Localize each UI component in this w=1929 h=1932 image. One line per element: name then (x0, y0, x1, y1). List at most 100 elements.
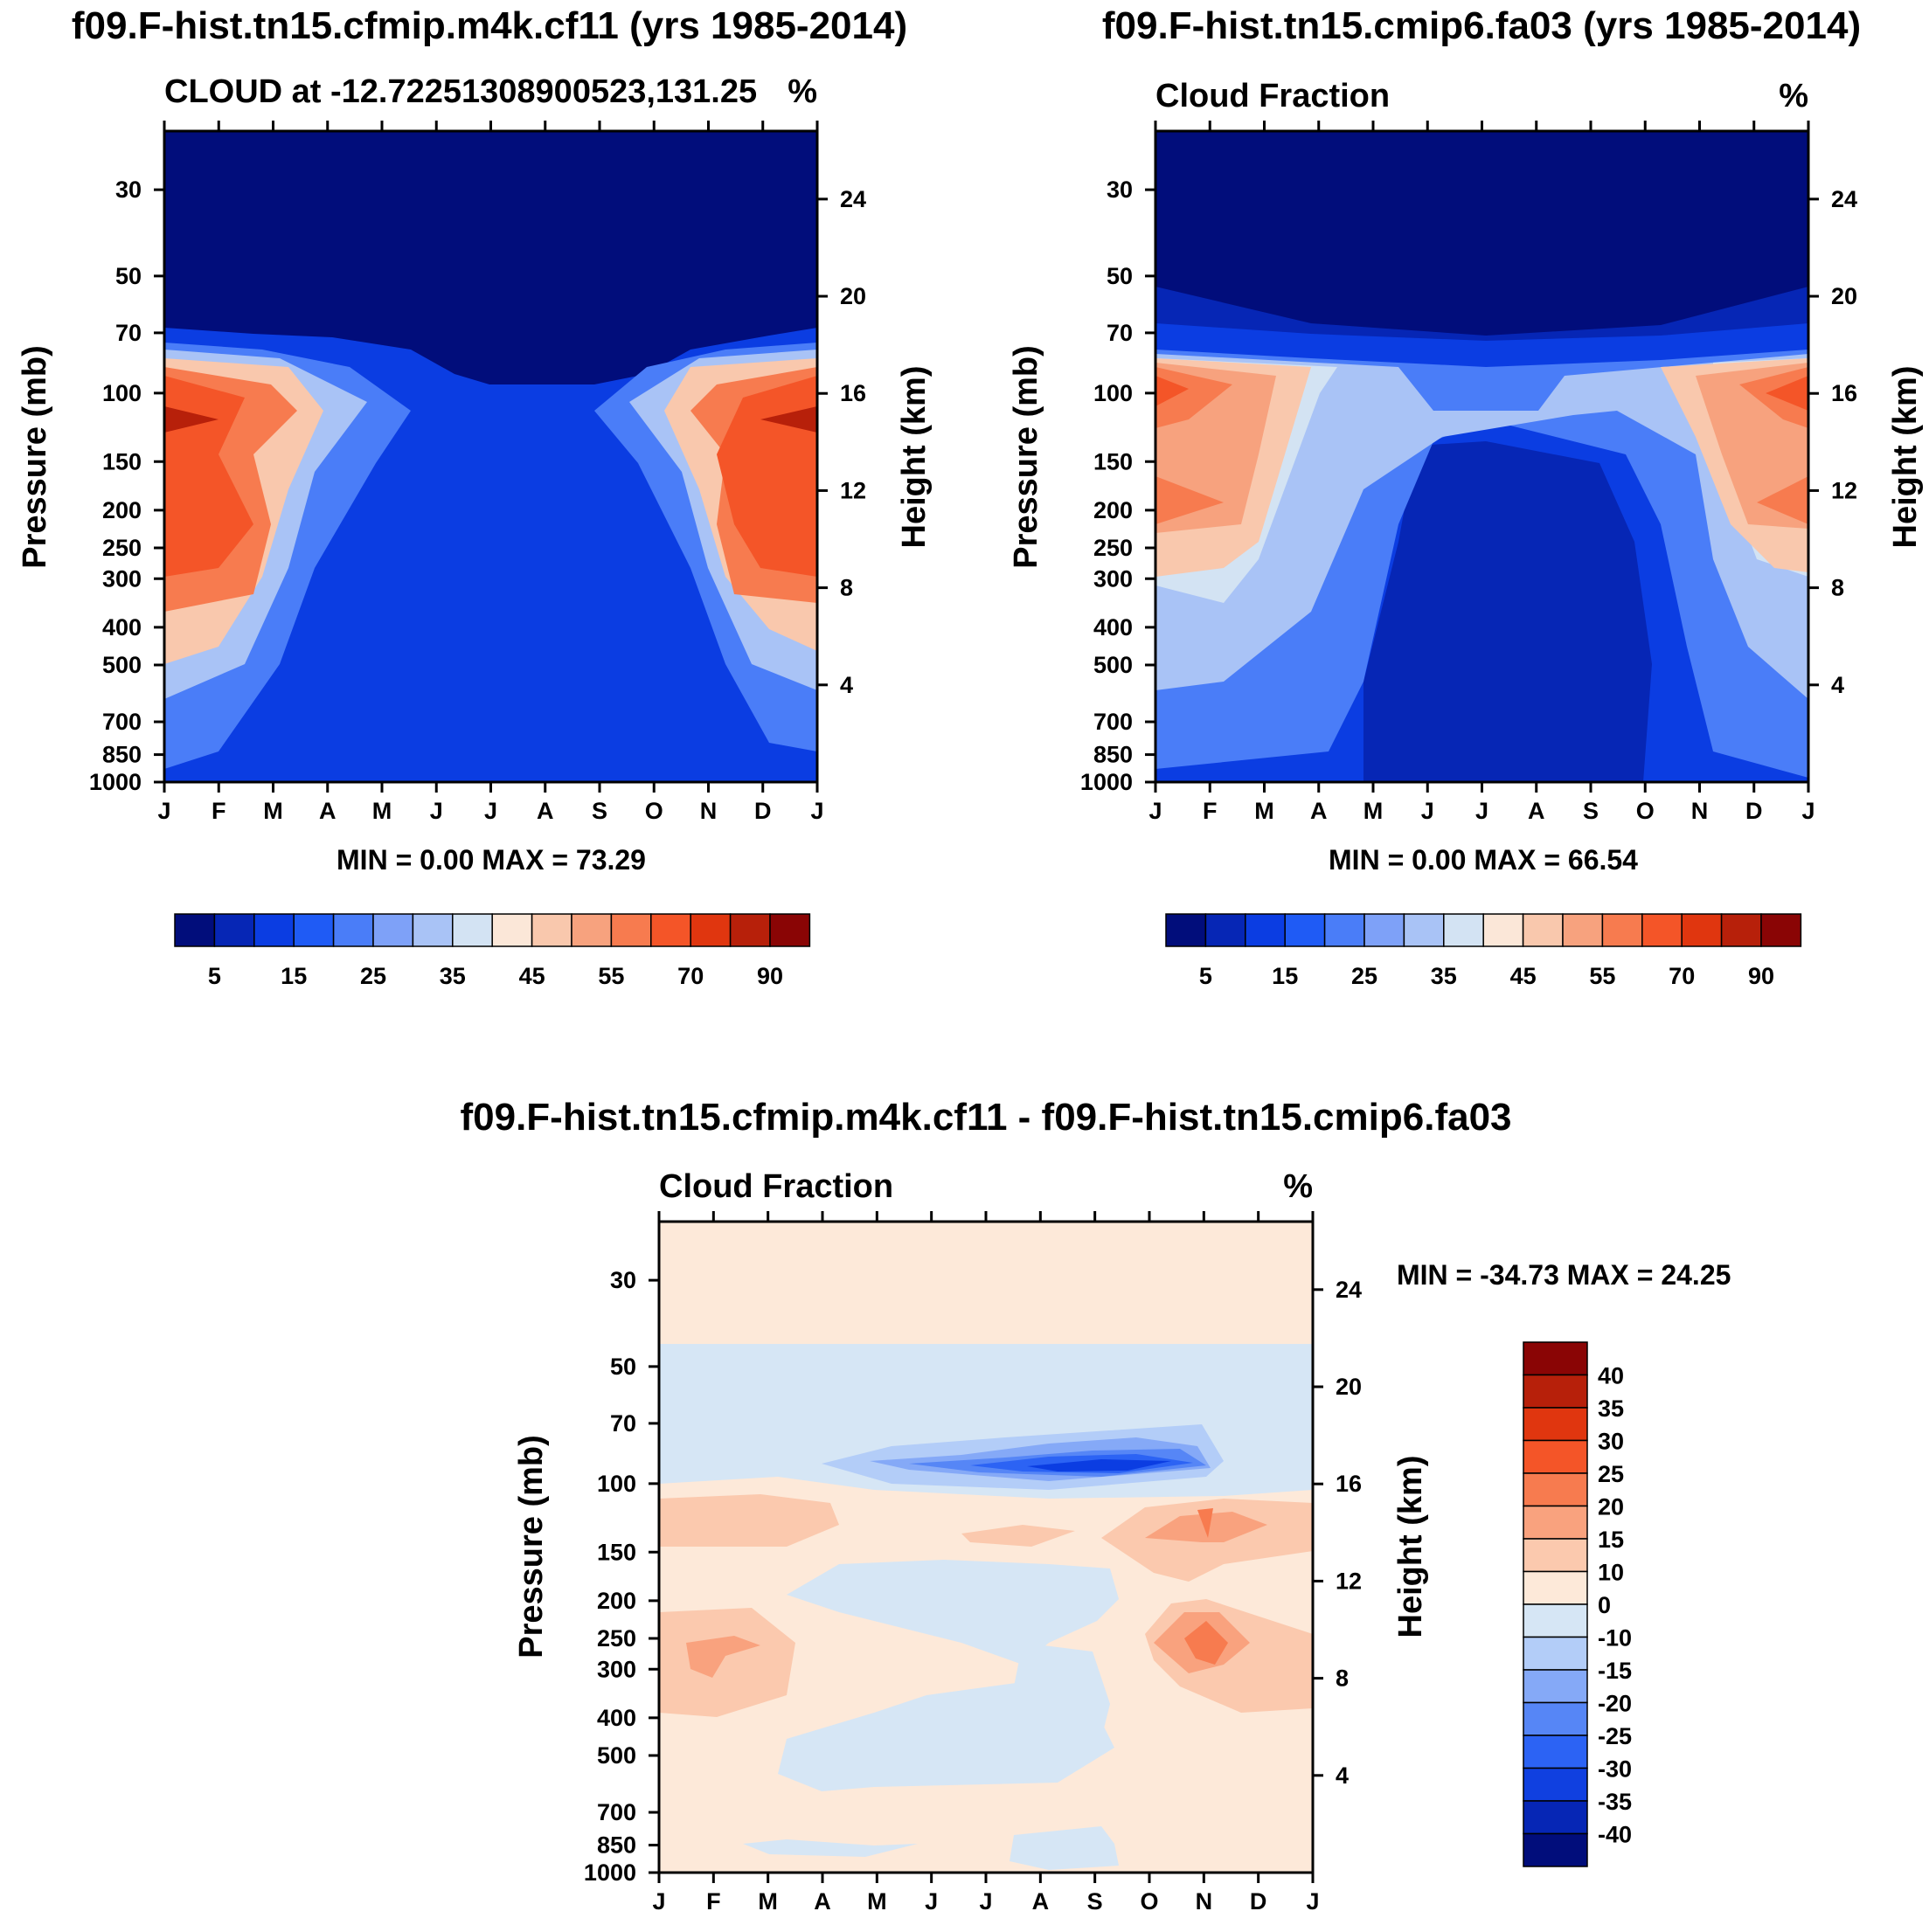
colorbar-label: 70 (677, 963, 704, 989)
colorbar-box (253, 913, 295, 947)
y-tick-right-label: 4 (840, 672, 853, 698)
y-tick-right-label: 20 (840, 283, 866, 309)
colorbar-box (372, 913, 414, 947)
panel-3-title: f09.F-hist.tn15.cfmip.m4k.cf11 - f09.F-h… (460, 1096, 1511, 1139)
colorbar-box (1523, 1407, 1588, 1442)
panel-2-ylabel: Pressure (mb) (1008, 345, 1044, 569)
x-tick-label: D (1250, 1888, 1267, 1915)
colorbar-box (412, 913, 454, 947)
colorbar-box (1601, 913, 1643, 947)
x-tick-label: M (1363, 798, 1384, 824)
p2-band-lightblue (1155, 354, 1808, 699)
colorbar-label: -35 (1598, 1789, 1632, 1815)
p2-band-orange (1155, 367, 1232, 428)
colorbar-box (293, 913, 335, 947)
colorbar-box (1523, 1570, 1588, 1605)
colorbar-box (1523, 1439, 1588, 1474)
y-tick-right-label: 20 (1831, 283, 1857, 309)
colorbar-label: 15 (1272, 963, 1298, 989)
colorbar-box (452, 913, 493, 947)
panel-1-contour-field (164, 131, 817, 782)
colorbar-label: 70 (1669, 963, 1695, 989)
y-tick-label: 150 (102, 448, 142, 474)
colorbar-label: 25 (1351, 963, 1377, 989)
p3-band-pos10-c (961, 1525, 1075, 1547)
x-tick-label: J (157, 798, 170, 824)
y-tick-label: 1000 (1080, 769, 1133, 795)
panel-3-min-max: MIN = -34.73 MAX = 24.25 (1397, 1259, 1731, 1291)
colorbar-label: 35 (1431, 963, 1457, 989)
panel-1-title: f09.F-hist.tn15.cfmip.m4k.cf11 (yrs 1985… (72, 4, 907, 47)
panel-1-right-string: % (788, 73, 817, 110)
x-tick-label: O (1140, 1888, 1158, 1915)
y-tick-label: 400 (1093, 614, 1133, 641)
x-tick-label: F (1203, 798, 1218, 824)
colorbar-box (610, 913, 652, 947)
x-tick-label: J (979, 1888, 992, 1915)
x-tick-label: A (1310, 798, 1328, 824)
panel-3-axes: J F M A M J J A S O N D J 30 50 70 100 150 200 250 300 400 500… (584, 1211, 1362, 1915)
colorbar-label: -40 (1598, 1822, 1632, 1848)
x-tick-label: J (1306, 1888, 1319, 1915)
p1-band-dark-red (164, 406, 219, 433)
y-tick-label: 250 (597, 1625, 636, 1652)
panel-2-title: f09.F-hist.tn15.cmip6.fa03 (yrs 1985-201… (1102, 4, 1861, 47)
panel-2-colorbar: 5 15 25 35 45 55 70 90 (1165, 913, 1802, 989)
x-tick-label: S (592, 798, 607, 824)
x-tick-label: A (814, 1888, 831, 1915)
y-tick-label: 700 (102, 709, 142, 735)
p2-band-orange2 (1155, 476, 1224, 524)
colorbar-box (1323, 913, 1365, 947)
panel-2-axes: J F M A M J J A S O N D J 30 50 70 100 150 200 250 300 400 500… (1080, 121, 1857, 824)
y-tick-label: 300 (1093, 565, 1133, 592)
y-tick-right-label: 12 (1336, 1568, 1362, 1594)
colorbar-box (1204, 913, 1246, 947)
y-tick-right-label: 16 (840, 380, 866, 406)
colorbar-box (1760, 913, 1802, 947)
x-tick-label: N (1691, 798, 1709, 824)
y-tick-label: 300 (597, 1656, 636, 1682)
colorbar-box (1363, 913, 1405, 947)
y-tick-label: 850 (597, 1832, 636, 1859)
panel-3-contour-field (659, 1222, 1313, 1873)
colorbar-label: 15 (281, 963, 307, 989)
x-tick-label: S (1087, 1888, 1103, 1915)
x-tick-label: J (810, 798, 823, 824)
colorbar-label: 45 (519, 963, 545, 989)
colorbar-box (174, 913, 216, 947)
y-tick-right-label: 24 (1336, 1277, 1362, 1303)
panel-1-min-max: MIN = 0.00 MAX = 73.29 (337, 844, 646, 876)
panel-2-contour-field (1155, 131, 1808, 782)
colorbar-box (1523, 1505, 1588, 1540)
colorbar-label: 0 (1598, 1592, 1611, 1618)
panel-1-axes: J F M A M J J A S O N D J 30 50 70 100 150 200 250 300 400 500… (89, 121, 866, 824)
y-tick-label: 200 (1093, 497, 1133, 523)
y-tick-right-label: 12 (840, 477, 866, 503)
y-tick-label: 200 (102, 497, 142, 523)
colorbar-box (1403, 913, 1445, 947)
colorbar-box (1245, 913, 1286, 947)
colorbar-box (1523, 1374, 1588, 1409)
colorbar-box (1523, 1538, 1588, 1573)
panel-3-right-string: % (1283, 1168, 1313, 1205)
x-tick-label: M (867, 1888, 887, 1915)
p1-band-dark-red-r (760, 406, 817, 433)
y-tick-right-label: 24 (1831, 186, 1857, 212)
x-tick-label: S (1583, 798, 1599, 824)
y-tick-label: 200 (597, 1588, 636, 1614)
colorbar-box (1523, 1832, 1588, 1867)
y-tick-label: 30 (610, 1267, 636, 1293)
y-tick-label: 1000 (89, 769, 142, 795)
x-tick-label: A (1032, 1888, 1050, 1915)
x-tick-label: D (754, 798, 772, 824)
p3-band-neg-bottom2 (1010, 1826, 1119, 1870)
x-tick-label: J (1421, 798, 1434, 824)
p2-band-red (1155, 376, 1189, 406)
x-tick-label: M (372, 798, 392, 824)
y-tick-label: 700 (597, 1799, 636, 1825)
colorbar-box (1523, 1636, 1588, 1671)
x-tick-label: N (1196, 1888, 1213, 1915)
y-tick-label: 150 (597, 1539, 636, 1565)
x-tick-label: J (430, 798, 443, 824)
